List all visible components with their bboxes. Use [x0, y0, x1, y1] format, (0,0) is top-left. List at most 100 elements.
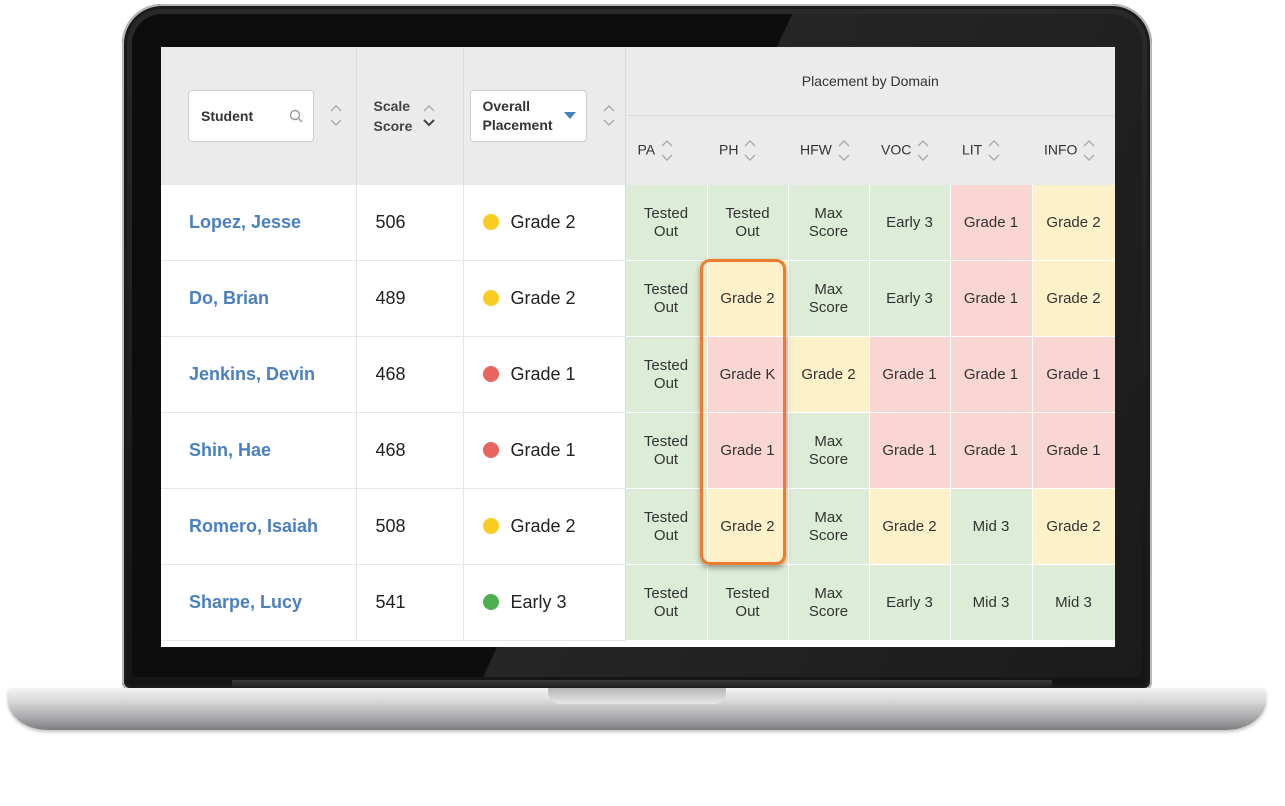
domain-cell-voc: Grade 1: [869, 336, 951, 413]
status-dot-icon: [482, 366, 499, 382]
domain-header-label: VOC: [881, 141, 912, 158]
overall-placement-label: Grade 2: [510, 288, 576, 308]
overall-placement-label: Grade 2: [510, 516, 576, 536]
scale-score: 468: [356, 336, 464, 413]
domain-cell-lit: Grade 1: [950, 336, 1033, 413]
scale-score-label-2: Score: [373, 118, 413, 134]
scale-score-label-1: Scale: [373, 98, 411, 114]
domain-cell-voc: Grade 1: [869, 412, 951, 489]
domain-header-info[interactable]: INFO: [1032, 115, 1115, 185]
student-name-link[interactable]: Romero, Isaiah: [161, 488, 357, 565]
domain-cell-voc: Early 3: [869, 260, 951, 337]
overall-placement-label: Grade 2: [510, 212, 576, 232]
domain-cell-label: Tested Out: [643, 432, 689, 468]
domain-cell-hfw: Max Score: [788, 412, 870, 489]
sort-icon[interactable]: [988, 138, 1000, 164]
overall-placement-label: Early 3: [510, 592, 567, 612]
domain-cell-label: Max Score: [808, 508, 849, 544]
domain-cell-voc: Early 3: [869, 185, 951, 261]
domain-header-label: PH: [719, 141, 739, 158]
student-name-link[interactable]: Shin, Hae: [161, 412, 357, 489]
domain-header-pa[interactable]: PA: [625, 115, 707, 185]
domain-cell-info: Grade 2: [1032, 488, 1115, 565]
domain-cell-info: Grade 1: [1032, 412, 1115, 489]
domain-cell-label: Mid 3: [1055, 593, 1092, 611]
scale-score: 489: [356, 260, 464, 337]
domain-cell-label: Tested Out: [643, 356, 689, 392]
domain-cell-hfw: Max Score: [788, 564, 870, 641]
scale-score: 508: [356, 488, 464, 565]
domain-cell-label: Tested Out: [725, 584, 770, 620]
student-name-link[interactable]: Do, Brian: [161, 260, 357, 337]
sort-icon[interactable]: [838, 138, 850, 164]
domain-cell-label: Grade 2: [1046, 213, 1101, 231]
domain-cell-info: Grade 1: [1032, 336, 1115, 413]
student-name-link[interactable]: Lopez, Jesse: [161, 185, 357, 261]
domain-cell-label: Grade 2: [720, 517, 775, 535]
domain-header-ph[interactable]: PH: [707, 115, 788, 185]
domain-cell-label: Grade 1: [720, 441, 775, 459]
domain-header-label: INFO: [1044, 141, 1078, 158]
status-dot-icon: [482, 518, 499, 534]
domain-cell-label: Tested Out: [725, 204, 770, 240]
scale-score: 468: [356, 412, 464, 489]
overall-placement-header: Overall Placement: [463, 47, 626, 185]
scale-score-sort-icon[interactable]: [422, 103, 436, 129]
student-header: Student: [161, 47, 357, 185]
student-name-link[interactable]: Sharpe, Lucy: [161, 564, 357, 641]
domain-cell-hfw: Max Score: [788, 260, 870, 337]
domain-cell-ph: Grade 1: [707, 412, 789, 489]
domain-cell-voc: Grade 2: [869, 488, 951, 565]
student-sort-icon[interactable]: [330, 103, 342, 129]
domain-cell-label: Tested Out: [643, 584, 689, 620]
status-dot-icon: [482, 442, 499, 458]
overall-placement-sort-icon[interactable]: [603, 103, 615, 129]
domain-cell-label: Tested Out: [643, 204, 689, 240]
domain-cell-hfw: Max Score: [788, 488, 870, 565]
domain-cell-lit: Mid 3: [950, 564, 1033, 641]
domain-cell-label: Tested Out: [643, 508, 689, 544]
domain-cell-info: Grade 2: [1032, 185, 1115, 261]
domain-cell-label: Grade 1: [1046, 365, 1101, 383]
domain-cell-lit: Mid 3: [950, 488, 1033, 565]
sort-icon[interactable]: [661, 138, 673, 164]
scale-score-header[interactable]: Scale Score: [356, 47, 464, 185]
student-search-input[interactable]: Student: [188, 90, 314, 142]
domain-cell-pa: Tested Out: [625, 564, 708, 641]
table-row: Jenkins, Devin 468 Grade 1 Tested Out Grade …: [161, 336, 1115, 413]
domain-cell-ph: Grade K: [707, 336, 789, 413]
table-row: Lopez, Jesse 506 Grade 2 Tested Out Tested O…: [161, 185, 1115, 261]
domain-cell-label: Max Score: [808, 280, 849, 316]
domain-cell-label: Grade 1: [963, 365, 1019, 383]
scale-score: 541: [356, 564, 464, 641]
domain-header-hfw[interactable]: HFW: [788, 115, 869, 185]
domain-cell-label: Mid 3: [972, 593, 1010, 611]
student-name-link[interactable]: Jenkins, Devin: [161, 336, 357, 413]
overall-placement: Grade 2: [463, 185, 626, 261]
domain-cell-label: Max Score: [808, 584, 849, 620]
domain-cell-label: Grade 1: [963, 289, 1019, 307]
domain-cell-hfw: Grade 2: [788, 336, 870, 413]
domain-cell-label: Mid 3: [972, 517, 1010, 535]
domain-header-voc[interactable]: VOC: [869, 115, 950, 185]
domain-cell-pa: Tested Out: [625, 185, 708, 261]
domain-cell-lit: Grade 1: [950, 412, 1033, 489]
domain-cell-label: Grade 1: [963, 213, 1019, 231]
domain-cell-ph: Tested Out: [707, 185, 789, 261]
ph-column-highlight: [700, 259, 786, 565]
sort-icon[interactable]: [744, 138, 756, 164]
domain-cell-hfw: Max Score: [788, 185, 870, 261]
student-placement-table: Student Scale Score: [161, 47, 1115, 641]
overall-placement-label: Grade 1: [510, 364, 576, 384]
table-row: Do, Brian 489 Grade 2 Tested Out Grade 2 Max …: [161, 260, 1115, 337]
domain-cell-label: Grade 2: [801, 365, 856, 383]
overall-placement-dropdown[interactable]: Overall Placement: [469, 90, 587, 142]
status-dot-icon: [482, 594, 499, 610]
sort-icon[interactable]: [1083, 138, 1095, 164]
sort-icon[interactable]: [917, 138, 929, 164]
domain-header-lit[interactable]: LIT: [950, 115, 1032, 185]
domain-cell-voc: Early 3: [869, 564, 951, 641]
domain-cell-ph: Tested Out: [707, 564, 789, 641]
overall-placement-label-2: Placement: [482, 117, 553, 133]
overall-placement-label: Grade 1: [510, 440, 576, 460]
